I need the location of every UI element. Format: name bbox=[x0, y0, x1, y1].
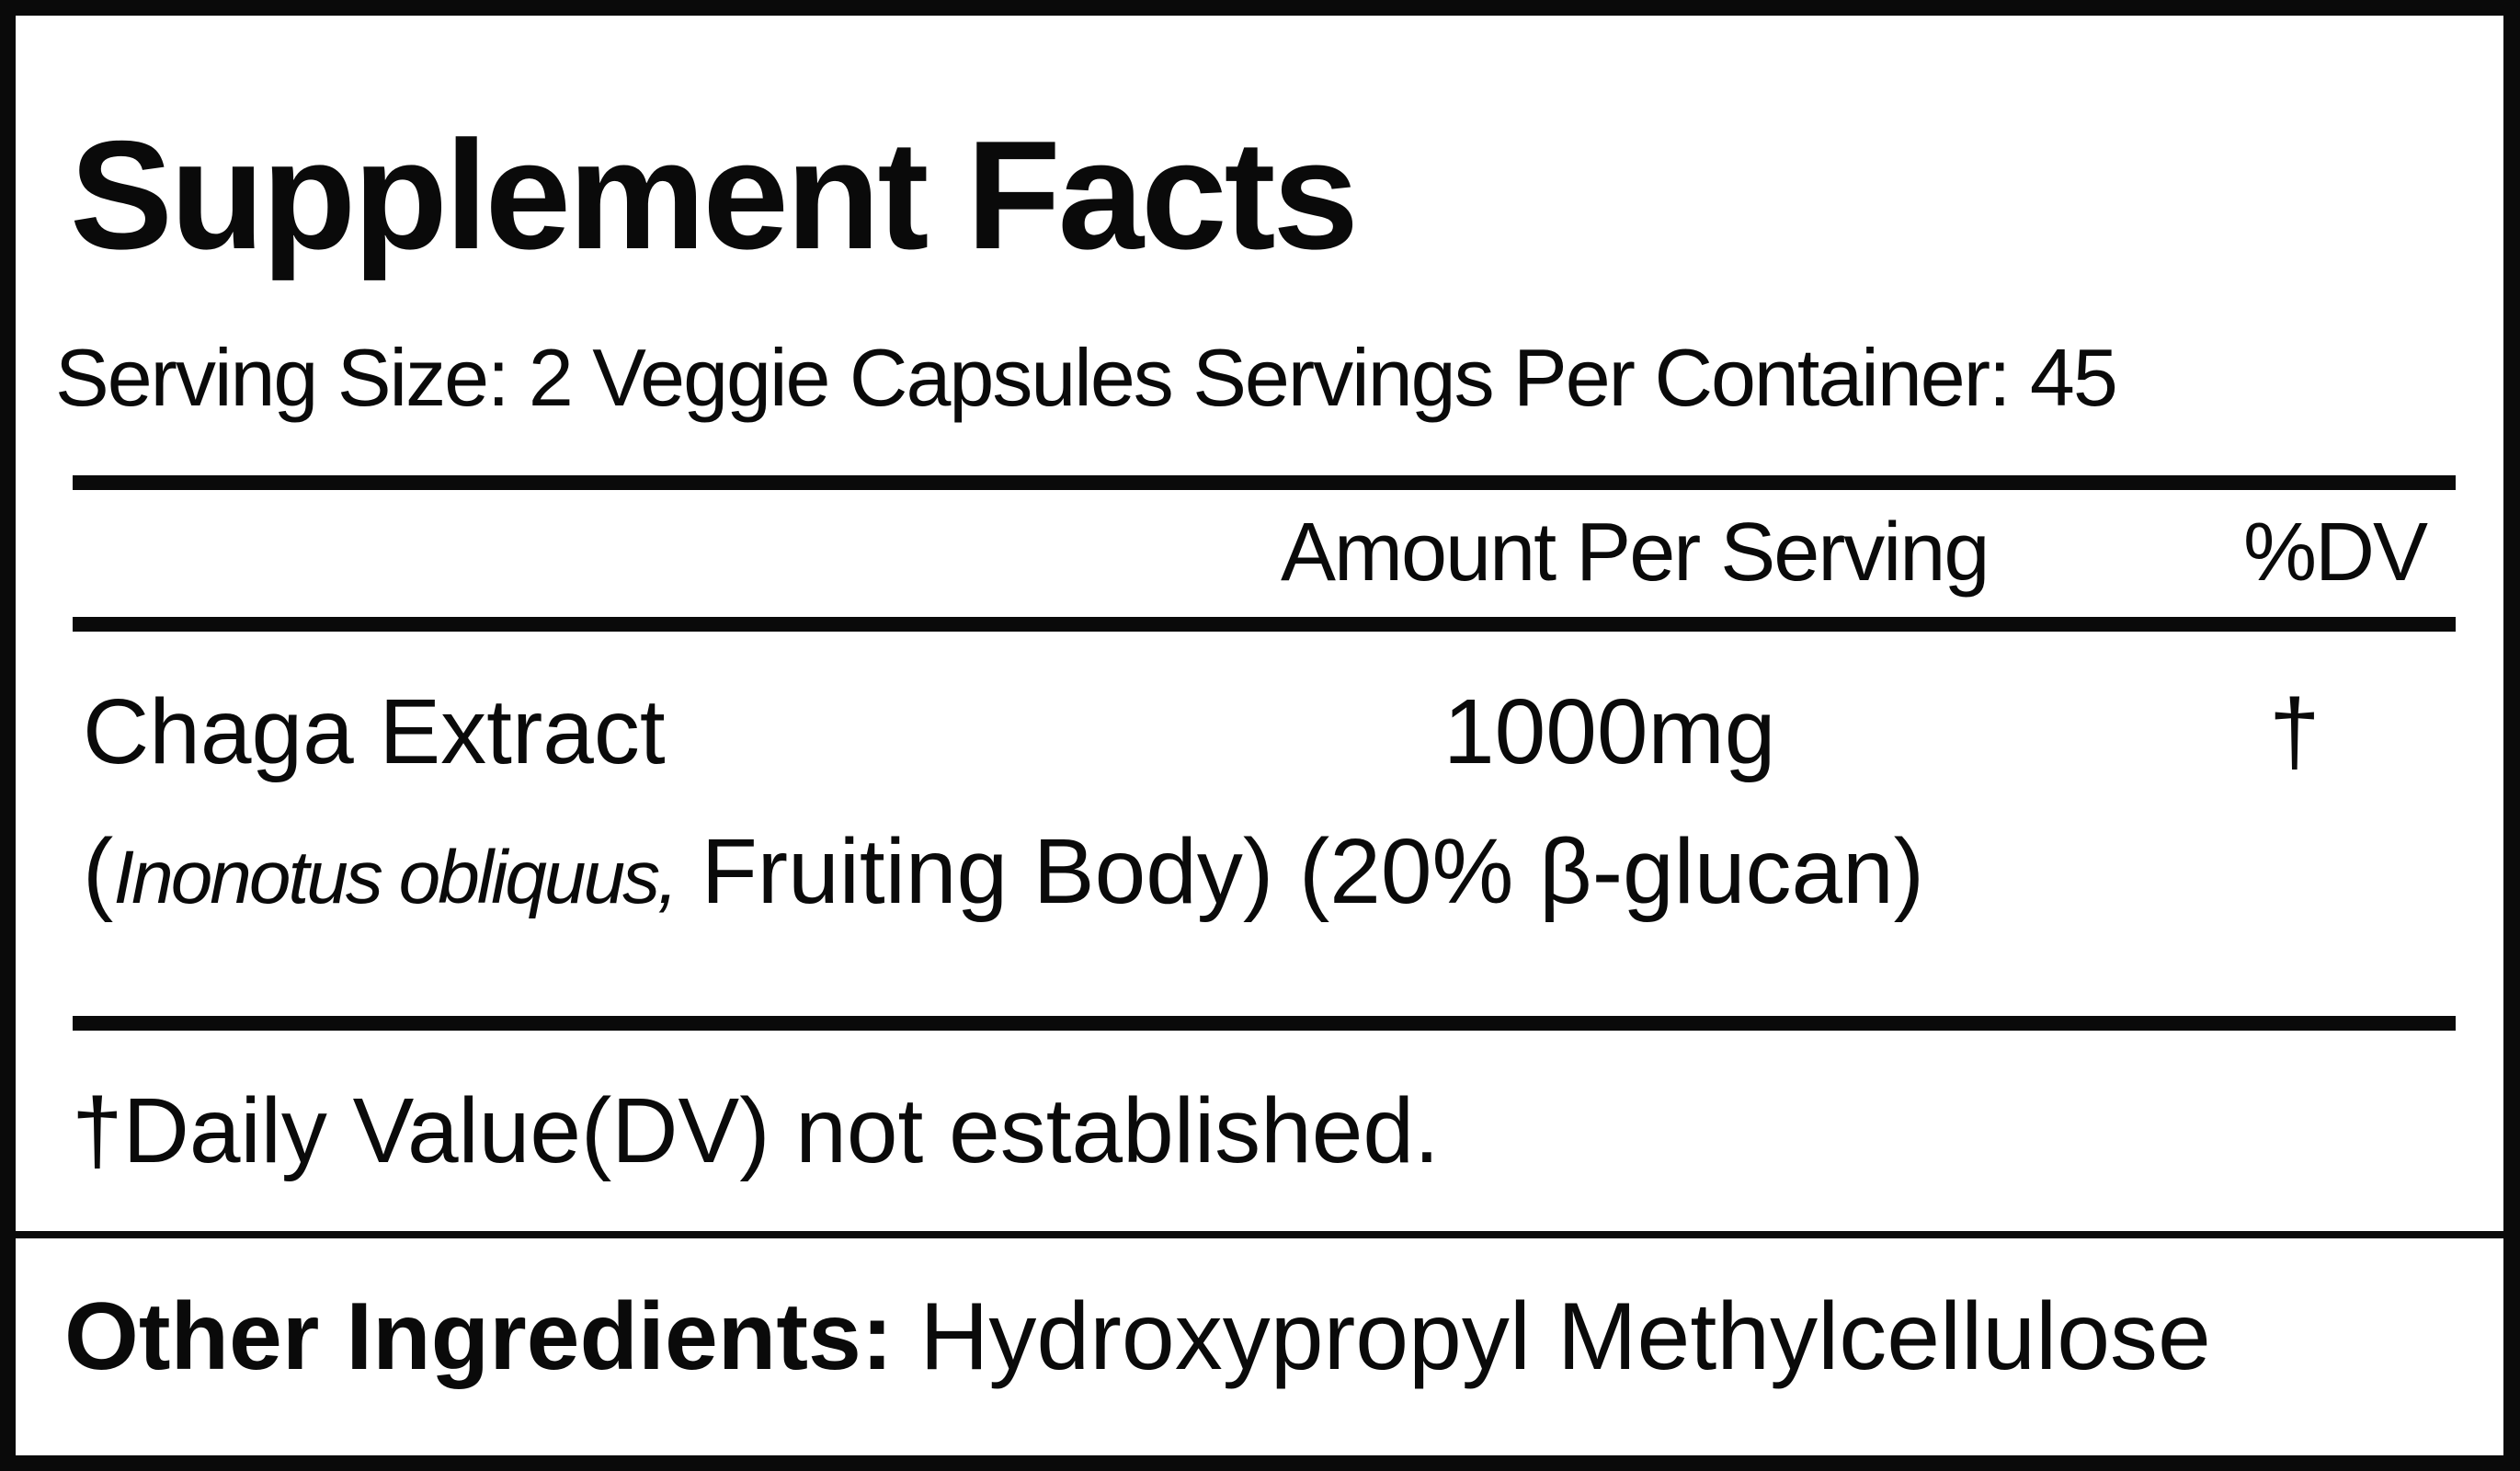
species-name: Inonotus obliquus, bbox=[113, 836, 678, 919]
amount-per-serving-header: Amount Per Serving bbox=[1281, 507, 1990, 599]
detail-rest: Fruiting Body) (20% β-glucan) bbox=[675, 820, 1924, 923]
other-ingredients-value: Hydroxypropyl Methylcellulose bbox=[919, 1283, 2211, 1390]
footnote: †Daily Value(DV) not established. bbox=[72, 1079, 1440, 1182]
serving-info: Serving Size: 2 Veggie Capsules Servings… bbox=[55, 332, 2118, 423]
other-ingredients: Other Ingredients: Hydroxypropyl Methylc… bbox=[64, 1289, 2211, 1385]
dv-header: %DV bbox=[2243, 507, 2428, 599]
detail-open: ( bbox=[83, 820, 114, 923]
label-title: Supplement Facts bbox=[70, 108, 1359, 281]
divider-thick-2 bbox=[73, 617, 2456, 632]
ingredient-amount: 1000mg bbox=[1443, 680, 1776, 783]
other-ingredients-label: Other Ingredients: bbox=[64, 1283, 894, 1390]
ingredient-name: Chaga Extract bbox=[83, 680, 666, 783]
divider-thick-1 bbox=[73, 475, 2456, 490]
divider-full bbox=[16, 1231, 2503, 1238]
ingredient-detail: (Inonotus obliquus, Fruiting Body) (20% … bbox=[83, 826, 1924, 918]
ingredient-dv: † bbox=[2269, 680, 2320, 783]
divider-thick-3 bbox=[73, 1016, 2456, 1031]
